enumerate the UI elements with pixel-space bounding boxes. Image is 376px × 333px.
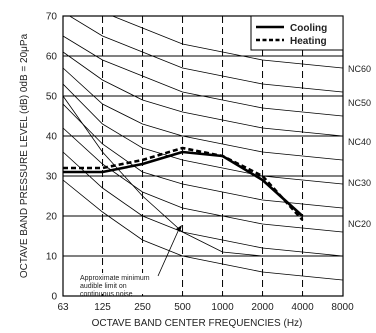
- x-tick-label: 8000: [331, 302, 354, 313]
- audibility-curve: [63, 95, 343, 257]
- x-tick-label: 63: [57, 302, 69, 313]
- x-tick-label: 125: [94, 302, 111, 313]
- nc-label: NC50: [348, 98, 371, 108]
- y-tick-label: 70: [46, 12, 58, 23]
- legend-cooling-label: Cooling: [290, 23, 327, 34]
- nc-curve: [63, 151, 343, 257]
- nc-label: NC40: [348, 137, 371, 147]
- x-tick-label: 2000: [251, 302, 274, 313]
- y-tick-label: 20: [46, 212, 58, 223]
- series-cooling-line: [63, 150, 304, 217]
- x-tick-label: 250: [134, 302, 151, 313]
- nc-label: NC60: [348, 64, 371, 74]
- nc-curve: [63, 35, 343, 117]
- x-tick-label: 1000: [211, 302, 234, 313]
- nc-curve: [111, 16, 343, 69]
- y-tick-label: 0: [51, 292, 57, 303]
- annotation-line-2: audible limit on: [80, 283, 127, 290]
- x-tick-label: 500: [174, 302, 191, 313]
- audibility-line: [63, 95, 343, 257]
- y-tick-label: 10: [46, 252, 58, 263]
- nc-curve: [63, 83, 343, 185]
- y-axis-label: OCTAVE BAND PRESSURE LEVEL (dB) 0dB = 20…: [19, 33, 30, 278]
- annotation-arrowhead: [176, 225, 182, 232]
- nc-labels: NC60 NC50 NC40 NC30 NC20: [348, 64, 371, 229]
- plot-frame: [62, 15, 344, 297]
- nc-curve: [68, 16, 343, 93]
- nc-curves: [63, 16, 343, 281]
- x-tick-labels: 63 125 250 500 1000 2000 4000 8000: [57, 302, 354, 313]
- audibility-annotation: Approximate minimum audible limit on con…: [78, 225, 182, 298]
- y-tick-label: 30: [46, 172, 58, 183]
- nc-curve: [63, 51, 343, 137]
- annotation-line-1: Approximate minimum: [80, 275, 150, 282]
- x-tick-label: 4000: [291, 302, 314, 313]
- y-tick-labels: 0 10 20 30 40 50 60 70: [46, 12, 58, 303]
- nc-curve: [63, 103, 343, 209]
- legend-heating-label: Heating: [290, 36, 327, 47]
- nc-curve: [63, 127, 343, 233]
- series-heating-line: [63, 146, 304, 221]
- y-tick-label: 50: [46, 92, 58, 103]
- legend: Cooling Heating: [250, 15, 344, 51]
- nc-label: NC20: [348, 219, 371, 229]
- series-lines: [63, 146, 304, 221]
- y-tick-label: 60: [46, 52, 58, 63]
- x-axis-label: OCTAVE BAND CENTER FREQUENCIES (Hz): [92, 318, 303, 329]
- annotation-line-3: continuous noise: [80, 291, 133, 298]
- y-tick-label: 40: [46, 132, 58, 143]
- annotation-leader: [157, 228, 180, 277]
- nc-label: NC30: [348, 178, 371, 188]
- nc-curve: [63, 179, 343, 281]
- nc-curve: [63, 67, 343, 161]
